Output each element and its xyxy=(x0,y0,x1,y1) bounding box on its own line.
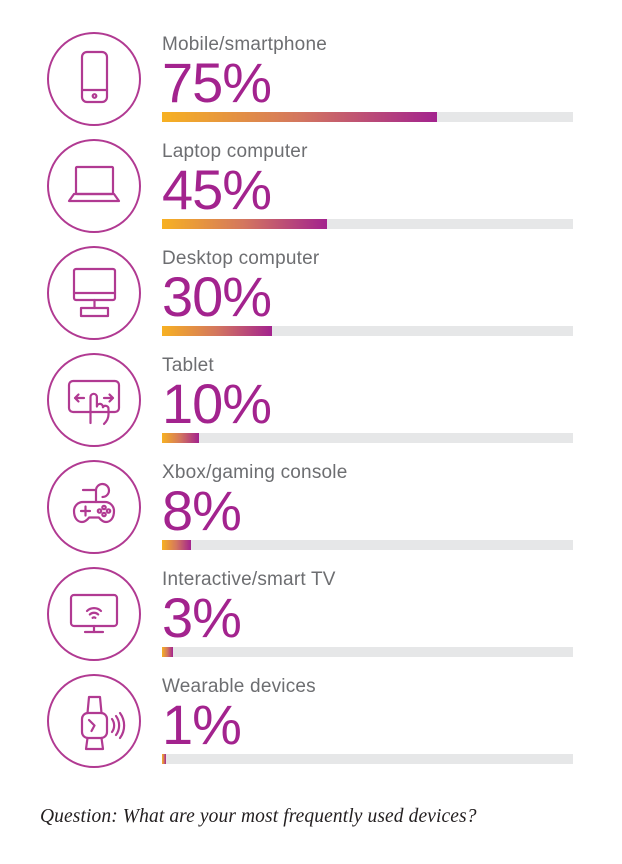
smartphone-icon xyxy=(80,50,109,104)
device-percent-value: 1% xyxy=(162,693,242,756)
icon-circle xyxy=(47,674,141,768)
bar-track xyxy=(162,433,573,443)
smart-tv-icon xyxy=(69,593,119,634)
row-content: Interactive/smart TV 3% xyxy=(162,567,573,657)
device-percent-value: 75% xyxy=(162,51,272,114)
device-row: Tablet 10% xyxy=(47,353,573,460)
device-label: Wearable devices xyxy=(162,676,316,697)
device-label: Interactive/smart TV xyxy=(162,569,336,590)
device-row: Wearable devices 1% xyxy=(47,674,573,781)
bar-fill xyxy=(162,219,328,229)
device-row: Mobile/smartphone 75% xyxy=(47,32,573,139)
row-content: Mobile/smartphone 75% xyxy=(162,32,573,122)
question-caption: Question: What are your most frequently … xyxy=(40,806,477,827)
gamepad-icon xyxy=(72,482,116,524)
device-percent-value: 3% xyxy=(162,586,242,649)
smart-tv-icon xyxy=(62,582,126,646)
desktop-icon xyxy=(72,267,117,318)
bar-fill xyxy=(162,326,273,336)
laptop-icon xyxy=(62,154,126,218)
smartwatch-icon xyxy=(62,689,126,753)
icon-circle xyxy=(47,32,141,126)
bar-track xyxy=(162,112,573,122)
desktop-icon xyxy=(62,261,126,325)
device-row: Interactive/smart TV 3% xyxy=(47,567,573,674)
row-content: Wearable devices 1% xyxy=(162,674,573,764)
bar-track xyxy=(162,326,573,336)
device-percent-value: 10% xyxy=(162,372,272,435)
tablet-touch-icon xyxy=(62,368,126,432)
device-list: Mobile/smartphone 75% Laptop computer 45… xyxy=(47,32,573,781)
tablet-touch-icon xyxy=(67,379,121,425)
row-content: Xbox/gaming console 8% xyxy=(162,460,573,550)
laptop-icon xyxy=(67,165,121,203)
device-label: Tablet xyxy=(162,355,214,376)
device-label: Mobile/smartphone xyxy=(162,34,327,55)
bar-fill xyxy=(162,433,199,443)
smartphone-icon xyxy=(62,47,126,111)
device-label: Laptop computer xyxy=(162,141,308,162)
device-label: Xbox/gaming console xyxy=(162,462,348,483)
row-content: Tablet 10% xyxy=(162,353,573,443)
icon-circle xyxy=(47,460,141,554)
bar-fill xyxy=(162,647,173,657)
bar-fill xyxy=(162,754,166,764)
device-percent-value: 8% xyxy=(162,479,242,542)
device-percent-value: 30% xyxy=(162,265,272,328)
icon-circle xyxy=(47,353,141,447)
device-row: Xbox/gaming console 8% xyxy=(47,460,573,567)
device-row: Laptop computer 45% xyxy=(47,139,573,246)
icon-circle xyxy=(47,567,141,661)
bar-track xyxy=(162,219,573,229)
device-percent-value: 45% xyxy=(162,158,272,221)
bar-track xyxy=(162,540,573,550)
bar-track xyxy=(162,754,573,764)
smartwatch-icon xyxy=(80,695,126,751)
row-content: Laptop computer 45% xyxy=(162,139,573,229)
row-content: Desktop computer 30% xyxy=(162,246,573,336)
gamepad-icon xyxy=(62,475,126,539)
device-row: Desktop computer 30% xyxy=(47,246,573,353)
bar-fill xyxy=(162,112,438,122)
icon-circle xyxy=(47,139,141,233)
bar-fill xyxy=(162,540,192,550)
device-label: Desktop computer xyxy=(162,248,320,269)
bar-track xyxy=(162,647,573,657)
icon-circle xyxy=(47,246,141,340)
